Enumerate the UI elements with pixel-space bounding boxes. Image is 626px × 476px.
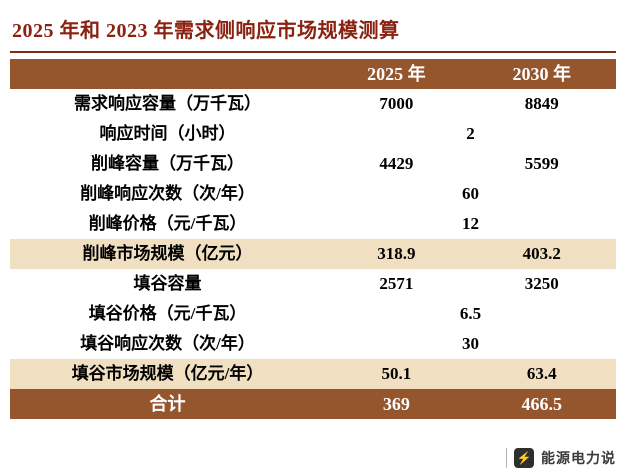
row-value-combined: 60 [325,179,616,209]
chat-lightning-icon: ⚡ [514,448,534,468]
row-label: 填谷价格（元/千瓦） [10,299,326,329]
row-label: 削峰市场规模（亿元） [10,239,326,269]
row-label: 填谷容量 [10,269,326,299]
row-label: 削峰价格（元/千瓦） [10,209,326,239]
row-value-combined: 30 [325,329,616,359]
row-value-2030: 8849 [467,89,616,119]
watermark: ⚡ 能源电力说 [506,448,616,468]
row-value-2030: 5599 [467,149,616,179]
table-header-row: 2025 年 2030 年 [10,59,616,89]
table-row: 填谷价格（元/千瓦） 6.5 [10,299,616,329]
footer-label: 合计 [10,389,326,419]
table-row: 削峰容量（万千瓦） 4429 5599 [10,149,616,179]
page-title: 2025 年和 2023 年需求侧响应市场规模测算 [12,20,400,42]
row-label: 响应时间（小时） [10,119,326,149]
row-value-2030: 63.4 [467,359,616,389]
table-footer-row: 合计 369 466.5 [10,389,616,419]
table-row: 填谷容量 2571 3250 [10,269,616,299]
row-value-combined: 6.5 [325,299,616,329]
header-year-2025: 2025 年 [325,59,468,89]
row-value-2025: 318.9 [325,239,468,269]
footer-value-2025: 369 [325,389,468,419]
row-label: 削峰容量（万千瓦） [10,149,326,179]
table-row: 削峰响应次数（次/年） 60 [10,179,616,209]
market-size-table: 2025 年 2030 年 需求响应容量（万千瓦） 7000 8849 响应时间（小时… [10,59,616,419]
title-divider [10,51,616,53]
row-label: 需求响应容量（万千瓦） [10,89,326,119]
row-value-2030: 3250 [467,269,616,299]
table-row: 填谷响应次数（次/年） 30 [10,329,616,359]
row-label: 填谷响应次数（次/年） [10,329,326,359]
table-row: 需求响应容量（万千瓦） 7000 8849 [10,89,616,119]
row-value-2030: 403.2 [467,239,616,269]
header-blank [10,59,326,89]
row-label: 填谷市场规模（亿元/年） [10,359,326,389]
watermark-divider [506,448,507,468]
row-label: 削峰响应次数（次/年） [10,179,326,209]
row-value-combined: 2 [325,119,616,149]
table-row: 削峰市场规模（亿元） 318.9 403.2 [10,239,616,269]
table-row: 填谷市场规模（亿元/年） 50.1 63.4 [10,359,616,389]
row-value-2025: 50.1 [325,359,468,389]
row-value-2025: 4429 [325,149,468,179]
row-value-combined: 12 [325,209,616,239]
header-year-2030: 2030 年 [467,59,616,89]
table-row: 削峰价格（元/千瓦） 12 [10,209,616,239]
table-row: 响应时间（小时） 2 [10,119,616,149]
row-value-2025: 7000 [325,89,468,119]
row-value-2025: 2571 [325,269,468,299]
footer-value-2030: 466.5 [467,389,616,419]
page: 2025 年和 2023 年需求侧响应市场规模测算 2025 年 2030 年 … [10,20,616,419]
watermark-text: 能源电力说 [541,450,616,466]
